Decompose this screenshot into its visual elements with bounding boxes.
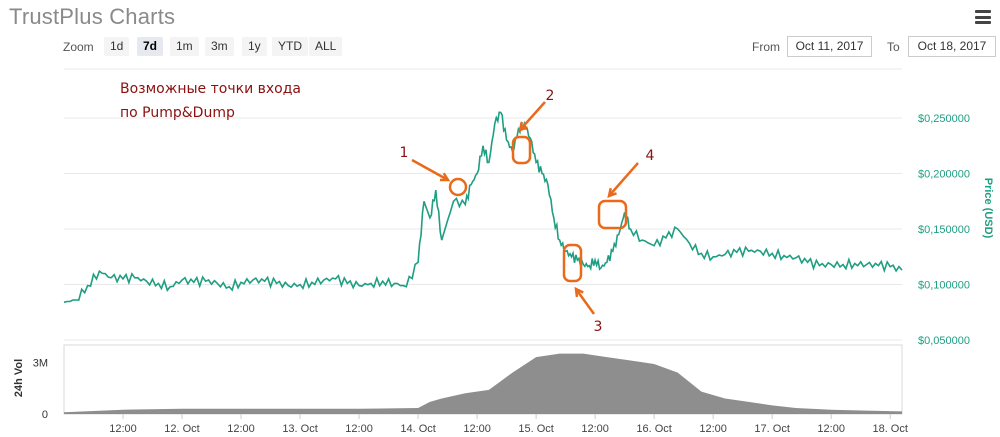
volume-series-area — [64, 353, 902, 414]
x-tick-label: 16. Oct — [636, 423, 671, 435]
x-tick-label: 12. Oct — [164, 423, 199, 435]
zoom-3m-button[interactable]: 3m — [205, 37, 234, 56]
x-tick-label: 12:00 — [817, 423, 845, 435]
x-tick-label: 12:00 — [345, 423, 373, 435]
x-tick-label: 17. Oct — [754, 423, 789, 435]
zoom-ytd-button[interactable]: YTD — [272, 37, 308, 56]
entry-point-marker — [511, 135, 532, 165]
arrow-icon — [608, 162, 639, 197]
menu-bar — [975, 21, 991, 24]
x-tick-label: 14. Oct — [400, 423, 435, 435]
zoom-7d-button[interactable]: 7d — [137, 37, 164, 56]
time-axis: 12:00 12. Oct 12:00 13. Oct 12:00 14. Oct 12:0… — [109, 414, 908, 435]
price-axis-title: Price (USD) — [982, 178, 994, 239]
price-tick-label: $0,200000 — [918, 169, 970, 181]
menu-bar — [975, 15, 991, 19]
arrow-icon — [411, 158, 449, 182]
x-tick-label: 12:00 — [109, 423, 137, 435]
menu-bar — [975, 10, 991, 13]
zoom-all-button[interactable]: ALL — [309, 37, 343, 56]
x-tick-label: 12:00 — [227, 423, 255, 435]
zoom-1m-button[interactable]: 1m — [170, 37, 199, 56]
zoom-1d-button[interactable]: 1d — [104, 37, 130, 56]
x-tick-label: 15. Oct — [518, 423, 553, 435]
to-date-input[interactable]: Oct 18, 2017 — [908, 36, 996, 57]
grid-lines — [64, 68, 902, 341]
arrowhead-icon — [574, 286, 584, 298]
arrow-icon — [574, 288, 596, 315]
x-tick-label: 12:00 — [581, 423, 609, 435]
annotation-title-line1: Возможные точки входа — [120, 81, 301, 97]
from-label: From — [752, 40, 780, 54]
x-tick-label: 13. Oct — [282, 423, 317, 435]
entry-point-label: 3 — [594, 319, 603, 335]
arrow-icon — [519, 101, 546, 131]
arrowhead-icon — [518, 121, 528, 132]
arrowhead-icon — [607, 187, 617, 198]
price-tick-label: $0,050000 — [918, 335, 970, 347]
price-series-line — [63, 111, 903, 304]
entry-point-label: 2 — [546, 88, 555, 104]
annotation-layer: Возможные точки входа по Pump&Dump 1 2 3 4 — [120, 81, 655, 335]
zoom-label: Zoom — [63, 40, 94, 54]
entry-point-marker — [597, 199, 628, 230]
app-title: TrustPlus Charts — [9, 4, 176, 29]
price-tick-label: $0,100000 — [918, 280, 970, 292]
annotation-title-line2: по Pump&Dump — [120, 105, 235, 121]
entry-point-label: 4 — [646, 148, 655, 164]
entry-point-marker — [562, 243, 583, 283]
x-tick-label: 18. Oct — [872, 423, 907, 435]
x-tick-label: 12:00 — [463, 423, 491, 435]
entry-point-label: 1 — [400, 145, 409, 161]
from-date-input[interactable]: Oct 11, 2017 — [787, 36, 872, 57]
arrowhead-icon — [439, 172, 451, 182]
price-tick-label: $0,150000 — [918, 224, 970, 236]
price-axis: $0,050000 $0,100000 $0,150000 $0,200000 $0,2… — [918, 113, 970, 347]
entry-point-marker — [448, 177, 468, 197]
to-label: To — [887, 40, 900, 54]
volume-tick-label: 0 — [42, 409, 48, 421]
x-tick-label: 12:00 — [699, 423, 727, 435]
volume-tick-label: 3M — [33, 357, 48, 369]
volume-axis-title: 24h Vol — [13, 359, 25, 397]
price-tick-label: $0,250000 — [918, 113, 970, 125]
volume-axis: 0 3M — [33, 357, 48, 421]
zoom-1y-button[interactable]: 1y — [242, 37, 267, 56]
hamburger-menu-icon[interactable] — [975, 10, 991, 24]
